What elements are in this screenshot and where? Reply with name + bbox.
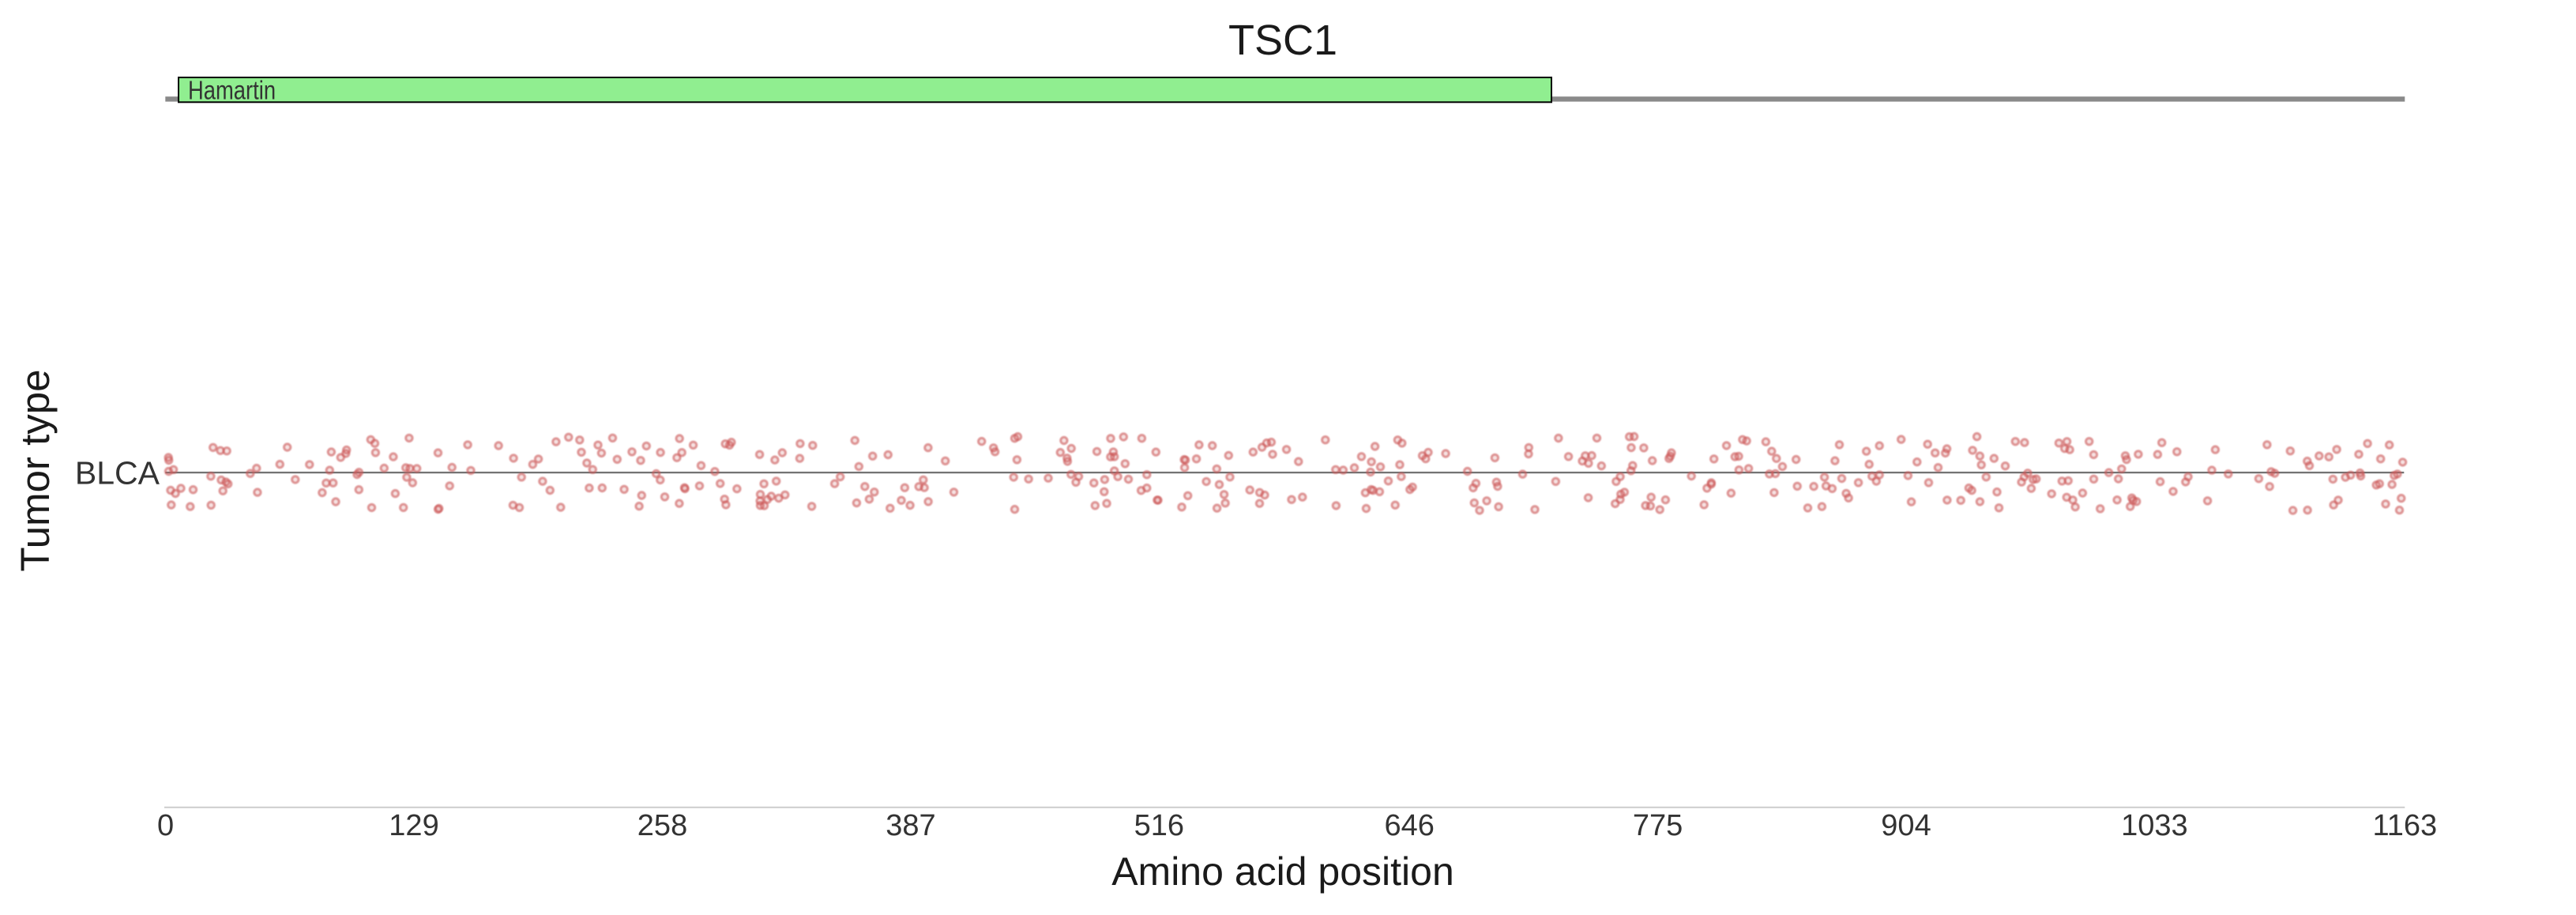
svg-text:775: 775 xyxy=(1633,809,1683,842)
svg-text:Hamartin: Hamartin xyxy=(188,77,276,105)
svg-text:Amino acid position: Amino acid position xyxy=(1111,849,1454,894)
svg-text:TSC1: TSC1 xyxy=(1228,17,1337,64)
svg-text:258: 258 xyxy=(637,809,687,842)
svg-text:BLCA: BLCA xyxy=(75,455,160,491)
svg-text:1163: 1163 xyxy=(2372,809,2437,842)
svg-text:516: 516 xyxy=(1134,809,1184,842)
svg-text:646: 646 xyxy=(1384,809,1434,842)
svg-text:904: 904 xyxy=(1881,809,1931,842)
svg-text:129: 129 xyxy=(389,809,438,842)
svg-text:Tumor type: Tumor type xyxy=(13,369,58,571)
svg-text:0: 0 xyxy=(157,809,174,842)
svg-text:1033: 1033 xyxy=(2121,809,2188,842)
svg-text:387: 387 xyxy=(886,809,935,842)
